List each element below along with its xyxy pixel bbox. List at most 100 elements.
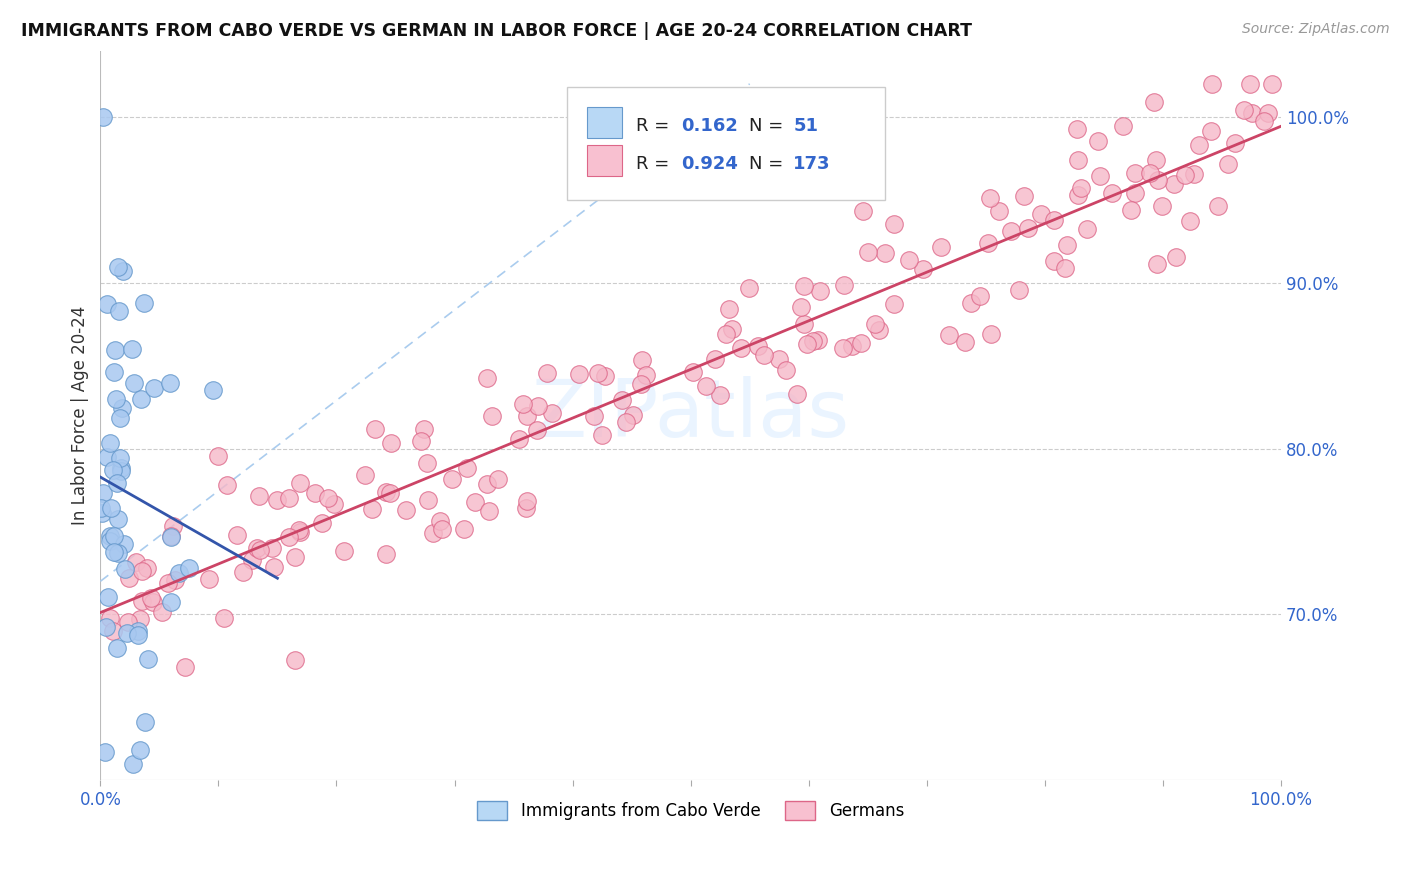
- Point: [107, 512, 129, 526]
- Point: [1257, 106, 1279, 120]
- Point: [621, 408, 644, 422]
- Point: [378, 486, 401, 500]
- Point: [841, 339, 863, 353]
- Point: [112, 537, 135, 551]
- Point: [1008, 284, 1031, 298]
- Point: [977, 236, 1000, 251]
- Point: [980, 327, 1002, 342]
- Point: [1233, 103, 1256, 118]
- Point: [610, 393, 633, 408]
- Point: [103, 343, 125, 357]
- Point: [117, 570, 139, 584]
- Point: [107, 546, 129, 560]
- Point: [262, 541, 284, 555]
- Point: [453, 523, 475, 537]
- Point: [290, 525, 312, 540]
- Point: [247, 489, 270, 503]
- FancyBboxPatch shape: [567, 87, 886, 200]
- Point: [1123, 166, 1146, 180]
- Point: [1261, 77, 1284, 91]
- Point: [832, 278, 855, 293]
- Point: [138, 652, 160, 666]
- Point: [117, 615, 139, 630]
- Point: [527, 399, 550, 413]
- Point: [1253, 114, 1275, 128]
- Point: [1143, 95, 1166, 109]
- Point: [422, 525, 444, 540]
- Text: R =: R =: [637, 117, 675, 135]
- Point: [322, 497, 344, 511]
- Point: [413, 422, 436, 436]
- Point: [108, 411, 131, 425]
- Point: [169, 566, 191, 580]
- Text: N =: N =: [748, 155, 789, 173]
- Point: [111, 401, 134, 415]
- Point: [226, 528, 249, 542]
- Point: [796, 337, 818, 351]
- Point: [173, 660, 195, 674]
- Point: [856, 245, 879, 260]
- Point: [132, 296, 155, 310]
- Point: [768, 352, 790, 367]
- Point: [159, 376, 181, 390]
- Point: [1000, 224, 1022, 238]
- Point: [100, 534, 122, 549]
- Point: [477, 477, 499, 491]
- Point: [752, 348, 775, 362]
- Point: [215, 478, 238, 492]
- Point: [718, 302, 741, 317]
- Point: [593, 369, 616, 384]
- Point: [93, 745, 115, 759]
- Point: [430, 522, 453, 536]
- Point: [747, 338, 769, 352]
- Point: [786, 387, 808, 401]
- Point: [160, 530, 183, 544]
- Point: [159, 529, 181, 543]
- Point: [129, 743, 152, 757]
- Point: [1201, 77, 1223, 91]
- Point: [311, 516, 333, 531]
- Point: [1152, 199, 1174, 213]
- Point: [808, 284, 831, 298]
- Point: [316, 491, 339, 506]
- Point: [1239, 77, 1261, 91]
- Point: [630, 376, 652, 391]
- Point: [103, 529, 125, 543]
- Point: [721, 322, 744, 336]
- Point: [143, 381, 166, 395]
- Point: [100, 501, 122, 516]
- Point: [114, 562, 136, 576]
- Point: [478, 504, 501, 518]
- Point: [464, 495, 486, 509]
- Point: [883, 297, 905, 311]
- Text: IMMIGRANTS FROM CABO VERDE VS GERMAN IN LABOR FORCE | AGE 20-24 CORRELATION CHAR: IMMIGRANTS FROM CABO VERDE VS GERMAN IN …: [21, 22, 972, 40]
- Point: [793, 318, 815, 332]
- Point: [911, 261, 934, 276]
- Point: [1125, 186, 1147, 200]
- Point: [127, 628, 149, 642]
- Point: [142, 595, 165, 609]
- Point: [1178, 214, 1201, 228]
- Point: [1056, 237, 1078, 252]
- Point: [512, 396, 534, 410]
- Point: [709, 388, 731, 402]
- Text: Source: ZipAtlas.com: Source: ZipAtlas.com: [1241, 22, 1389, 37]
- Point: [1087, 134, 1109, 148]
- Point: [125, 555, 148, 569]
- Point: [131, 564, 153, 578]
- Point: [263, 559, 285, 574]
- Point: [1163, 177, 1185, 191]
- Point: [103, 544, 125, 558]
- Point: [775, 362, 797, 376]
- Point: [284, 653, 307, 667]
- Point: [852, 203, 875, 218]
- Point: [515, 501, 537, 516]
- Point: [129, 612, 152, 626]
- Point: [266, 492, 288, 507]
- Point: [103, 365, 125, 379]
- Text: N =: N =: [748, 117, 789, 135]
- Text: 0.924: 0.924: [682, 155, 738, 173]
- Point: [568, 368, 591, 382]
- Point: [1017, 220, 1039, 235]
- Point: [897, 253, 920, 268]
